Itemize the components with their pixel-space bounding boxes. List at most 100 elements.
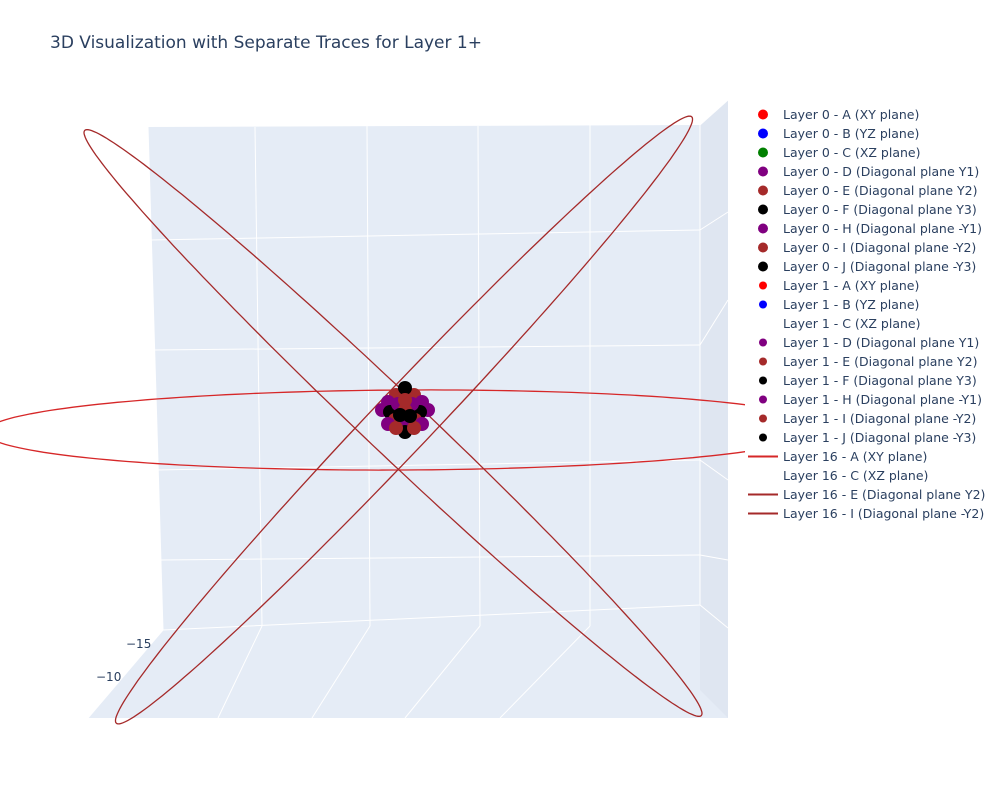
legend-item[interactable]: Layer 0 - H (Diagonal plane -Y1) [745, 219, 995, 238]
legend-item[interactable]: Layer 1 - E (Diagonal plane Y2) [745, 352, 995, 371]
legend-marker [758, 128, 768, 139]
legend-marker [759, 376, 767, 385]
orbit-layer16-I [83, 129, 703, 717]
legend-label: Layer 1 - F (Diagonal plane Y3) [783, 373, 977, 388]
legend-symbol [759, 414, 767, 423]
scene-wall-right [700, 100, 728, 718]
legend-item[interactable]: Layer 0 - D (Diagonal plane Y1) [745, 162, 995, 181]
legend-symbol [759, 281, 767, 290]
legend-item[interactable]: Layer 1 - F (Diagonal plane Y3) [745, 371, 995, 390]
cluster-point [407, 421, 421, 435]
legend-item[interactable]: Layer 1 - H (Diagonal plane -Y1) [745, 390, 995, 409]
legend-marker [759, 433, 767, 442]
legend-marker [759, 395, 767, 404]
legend-symbol [758, 128, 768, 139]
grid-line-floor [311, 625, 371, 719]
grid-line-h [151, 344, 701, 351]
legend-symbol [758, 223, 768, 234]
legend-symbol [758, 166, 768, 177]
legend-label: Layer 1 - A (XY plane) [783, 278, 920, 293]
legend-item[interactable]: Layer 0 - I (Diagonal plane -Y2) [745, 238, 995, 257]
legend-symbol [758, 204, 768, 215]
legend-symbol [759, 357, 767, 366]
grid-line-h [149, 229, 701, 241]
legend-label: Layer 0 - J (Diagonal plane -Y3) [783, 259, 977, 274]
orbit-layer16-E [114, 115, 694, 725]
legend-label: Layer 1 - J (Diagonal plane -Y3) [783, 430, 977, 445]
grid-frame [147, 125, 701, 631]
legend-marker [759, 338, 767, 347]
legend-marker [758, 242, 768, 253]
legend-item[interactable]: Layer 16 - I (Diagonal plane -Y2) [745, 504, 995, 523]
legend-marker [758, 185, 768, 196]
grid-line-side [699, 459, 729, 481]
grid-line-v [477, 125, 481, 627]
legend: Layer 0 - A (XY plane) Layer 0 - B (YZ pl… [745, 105, 995, 523]
legend-label: Layer 0 - I (Diagonal plane -Y2) [783, 240, 977, 255]
cluster-point [398, 381, 412, 395]
center-cluster [375, 381, 435, 439]
legend-symbol [748, 455, 778, 458]
legend-item[interactable]: Layer 0 - E (Diagonal plane Y2) [745, 181, 995, 200]
legend-label: Layer 16 - I (Diagonal plane -Y2) [783, 506, 985, 521]
orbit-traces [0, 115, 745, 725]
axis-ticks: −15 −10 [96, 637, 151, 684]
legend-label: Layer 0 - E (Diagonal plane Y2) [783, 183, 978, 198]
legend-symbol [758, 185, 768, 196]
legend-marker [759, 357, 767, 366]
legend-label: Layer 16 - E (Diagonal plane Y2) [783, 487, 986, 502]
legend-label: Layer 1 - H (Diagonal plane -Y1) [783, 392, 982, 407]
legend-label: Layer 0 - A (XY plane) [783, 107, 920, 122]
legend-item[interactable]: Layer 16 - A (XY plane) [745, 447, 995, 466]
grid-line-v [366, 125, 371, 627]
legend-symbol [759, 376, 767, 385]
legend-item[interactable]: Layer 1 - A (XY plane) [745, 276, 995, 295]
legend-symbol [748, 512, 778, 515]
legend-marker [758, 204, 768, 215]
legend-marker [759, 281, 767, 290]
legend-label: Layer 0 - F (Diagonal plane Y3) [783, 202, 977, 217]
plot-area[interactable]: −15 −10 [0, 0, 745, 800]
legend-label: Layer 16 - A (XY plane) [783, 449, 928, 464]
legend-marker [759, 414, 767, 423]
legend-label: Layer 1 - D (Diagonal plane Y1) [783, 335, 980, 350]
legend-label: Layer 0 - H (Diagonal plane -Y1) [783, 221, 982, 236]
grid-line-side [699, 299, 729, 346]
legend-item[interactable]: Layer 16 - E (Diagonal plane Y2) [745, 485, 995, 504]
legend-symbol [758, 109, 768, 120]
grid-line-floor [499, 625, 591, 719]
legend-item[interactable]: Layer 0 - F (Diagonal plane Y3) [745, 200, 995, 219]
legend-label: Layer 1 - C (XZ plane) [783, 316, 921, 331]
legend-item[interactable]: Layer 1 - C (XZ plane) [745, 314, 995, 333]
grid-line-side [699, 554, 729, 561]
legend-item[interactable]: Layer 0 - C (XZ plane) [745, 143, 995, 162]
legend-item[interactable]: Layer 0 - J (Diagonal plane -Y3) [745, 257, 995, 276]
tick-label: −15 [126, 637, 151, 651]
legend-item[interactable]: Layer 1 - D (Diagonal plane Y1) [745, 333, 995, 352]
legend-marker [758, 166, 768, 177]
grid-line-floor [404, 625, 481, 719]
legend-marker [758, 261, 768, 272]
grid-line-side [699, 211, 729, 231]
legend-item[interactable]: Layer 0 - A (XY plane) [745, 105, 995, 124]
legend-item[interactable]: Layer 16 - C (XZ plane) [745, 466, 995, 485]
legend-symbol [759, 433, 767, 442]
tick-label: −10 [96, 670, 121, 684]
legend-marker [759, 300, 767, 309]
grid-line-h [159, 554, 701, 561]
grid-line-side [699, 99, 729, 126]
legend-item[interactable]: Layer 1 - I (Diagonal plane -Y2) [745, 409, 995, 428]
legend-item[interactable]: Layer 0 - B (YZ plane) [745, 124, 995, 143]
legend-symbol [758, 261, 768, 272]
legend-item[interactable]: Layer 1 - B (YZ plane) [745, 295, 995, 314]
cluster-point [403, 409, 417, 423]
cluster-point [389, 421, 403, 435]
legend-symbol [759, 300, 767, 309]
legend-marker [758, 109, 768, 120]
legend-label: Layer 0 - D (Diagonal plane Y1) [783, 164, 980, 179]
legend-label: Layer 1 - B (YZ plane) [783, 297, 920, 312]
grid-line-side [699, 604, 729, 629]
legend-symbol [748, 466, 778, 485]
legend-marker [758, 147, 768, 158]
legend-item[interactable]: Layer 1 - J (Diagonal plane -Y3) [745, 428, 995, 447]
